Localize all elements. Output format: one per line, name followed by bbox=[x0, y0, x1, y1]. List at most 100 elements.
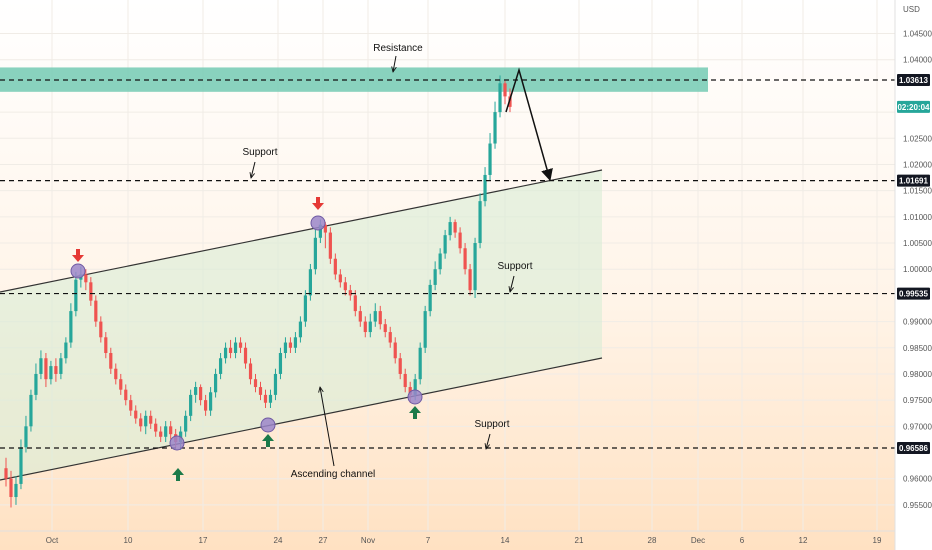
candle-body bbox=[44, 358, 48, 380]
arrow-shaft bbox=[76, 249, 80, 255]
candle-body bbox=[94, 300, 98, 322]
candle-body bbox=[498, 83, 502, 113]
candle bbox=[398, 353, 402, 380]
pivot-circle bbox=[310, 215, 326, 231]
candle bbox=[468, 263, 472, 296]
candle-body bbox=[29, 394, 33, 427]
candle bbox=[298, 316, 303, 343]
pivot-circle bbox=[169, 435, 185, 451]
candle-body bbox=[283, 342, 288, 354]
candle-body bbox=[104, 337, 108, 354]
candle-body bbox=[99, 321, 103, 338]
candle bbox=[258, 381, 263, 401]
candle bbox=[189, 389, 193, 422]
candle-body bbox=[298, 321, 303, 338]
level-badge bbox=[897, 74, 930, 86]
candle bbox=[238, 337, 243, 354]
candle bbox=[129, 394, 133, 416]
level-label: 0.99535 bbox=[899, 290, 928, 299]
level-label: 1.03613 bbox=[899, 76, 928, 85]
candle-body bbox=[233, 342, 238, 354]
price-tick-label: 1.01500 bbox=[903, 187, 932, 196]
candle bbox=[144, 410, 148, 435]
level-badge bbox=[897, 287, 930, 300]
candle-body bbox=[49, 366, 53, 380]
candle-body bbox=[353, 295, 357, 312]
channel-label: Ascending channel bbox=[291, 469, 376, 480]
candle-body bbox=[368, 321, 372, 333]
candle bbox=[29, 389, 33, 432]
candle bbox=[233, 337, 238, 359]
candle-body bbox=[134, 410, 138, 419]
sell-arrow-icon bbox=[312, 197, 324, 210]
arrow-shaft bbox=[413, 413, 417, 419]
candle-body bbox=[318, 224, 322, 238]
level-label: 1.01691 bbox=[899, 177, 928, 186]
candle bbox=[89, 277, 93, 306]
candle bbox=[139, 413, 143, 432]
candle-body bbox=[328, 232, 332, 259]
candle-body bbox=[308, 269, 312, 296]
buy-arrow-icon bbox=[172, 468, 184, 481]
candle bbox=[204, 394, 208, 416]
candle-body bbox=[164, 426, 168, 437]
candle-body bbox=[84, 274, 88, 283]
candle-body bbox=[248, 363, 253, 380]
candle bbox=[348, 284, 352, 301]
time-tick-label: 19 bbox=[873, 536, 882, 545]
candle-body bbox=[149, 415, 153, 424]
candle bbox=[119, 373, 123, 395]
candle-body bbox=[448, 222, 452, 236]
current-price-badge bbox=[897, 100, 930, 113]
candle-body bbox=[338, 274, 342, 283]
level-label: 0.96586 bbox=[899, 444, 928, 453]
support-pointer-low bbox=[486, 433, 491, 449]
candle bbox=[243, 342, 248, 369]
currency-label: USD bbox=[903, 5, 920, 14]
pivot-circle bbox=[407, 389, 423, 405]
candle-body bbox=[14, 483, 18, 498]
candle-body bbox=[363, 321, 367, 333]
candle bbox=[248, 358, 253, 385]
candle bbox=[478, 193, 482, 249]
candle bbox=[498, 75, 502, 118]
candle-body bbox=[403, 373, 407, 388]
channel-pointer bbox=[320, 387, 335, 467]
candle bbox=[323, 222, 327, 249]
candle bbox=[328, 227, 332, 264]
candle bbox=[288, 337, 293, 354]
time-tick-label: Oct bbox=[46, 536, 59, 545]
arrow-head bbox=[312, 203, 324, 210]
time-tick-label: 10 bbox=[124, 536, 133, 545]
candle bbox=[39, 350, 43, 380]
price-tick-label: 0.95500 bbox=[903, 501, 932, 510]
candle bbox=[493, 101, 497, 149]
candle bbox=[483, 167, 487, 207]
candle bbox=[24, 415, 28, 453]
arrow-shaft bbox=[176, 475, 180, 481]
candle-body bbox=[208, 392, 213, 411]
pivot-circle bbox=[260, 417, 276, 433]
candle-body bbox=[238, 342, 243, 348]
time-tick-label: 14 bbox=[501, 536, 510, 545]
candle bbox=[104, 332, 108, 359]
candle-body bbox=[323, 224, 327, 233]
channel-upper-line bbox=[0, 169, 603, 293]
candle-body bbox=[69, 311, 73, 343]
candle bbox=[438, 248, 442, 275]
candle-body bbox=[129, 400, 133, 411]
candle bbox=[9, 470, 13, 508]
candle bbox=[293, 332, 298, 354]
candle-body bbox=[478, 201, 482, 244]
time-tick-label: 12 bbox=[799, 536, 808, 545]
candle bbox=[184, 410, 188, 437]
price-axis-panel[interactable] bbox=[895, 0, 932, 550]
candle-body bbox=[348, 290, 352, 296]
candle-body bbox=[223, 347, 228, 359]
candle-body bbox=[144, 415, 148, 427]
candle-body bbox=[169, 426, 173, 435]
price-tick-label: 1.04500 bbox=[903, 30, 932, 39]
price-tick-label: 0.99000 bbox=[903, 318, 932, 327]
